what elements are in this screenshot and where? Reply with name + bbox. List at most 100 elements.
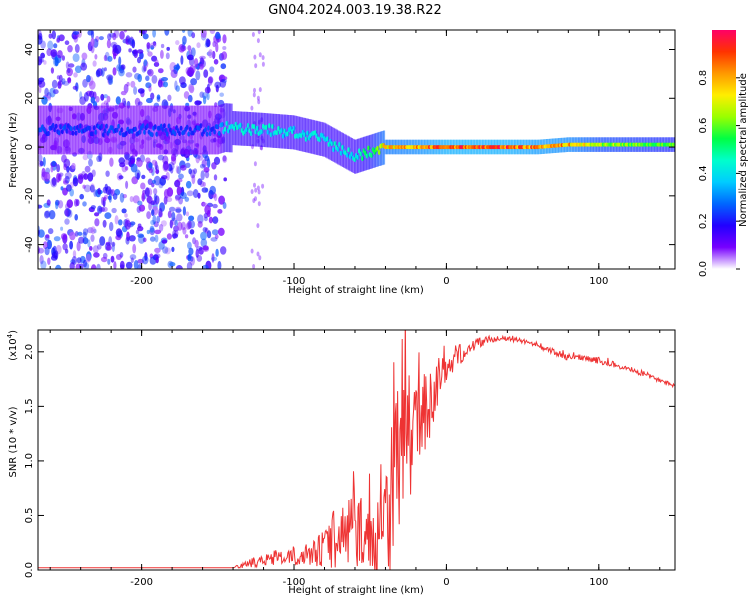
spectrogram-noise-cell (132, 243, 137, 254)
spectrogram-noise-cell (110, 41, 118, 49)
spectrogram-noise-cell (133, 49, 138, 59)
spectrogram-noise-cell (163, 160, 169, 171)
spectrogram-noise-cell (119, 30, 125, 40)
snr-x-axis-label: Height of straight line (km) (288, 585, 424, 596)
spectrogram-noise-cell (57, 50, 63, 59)
spectrogram-ridge-halo (190, 105, 194, 155)
spectrogram-noise-cell (64, 172, 72, 180)
spectrogram-noise-cell (106, 95, 111, 103)
spectrogram-noise-cell (187, 254, 192, 259)
spectrogram-noise-cell (220, 246, 227, 255)
spectrogram-ridge-halo (64, 105, 67, 155)
spectrogram-noise-cell (174, 80, 178, 91)
spectrogram-noise-cell (258, 52, 262, 58)
spectrogram-noise-cell (202, 95, 207, 105)
spectrogram-noise-cell (57, 200, 64, 209)
spectrogram-noise-cell (107, 55, 113, 62)
spectrogram-noise-cell (154, 234, 159, 243)
spectrogram-noise-cell (75, 199, 80, 207)
spectrogram-noise-cell (158, 68, 164, 74)
spectrogram-ridge-halo (178, 105, 181, 155)
spectrogram-noise-cell (138, 234, 145, 244)
spectrogram-noise-cell (211, 162, 217, 170)
spectrogram-noise-cell (219, 92, 224, 97)
spectrogram-ridge-halo (320, 121, 323, 156)
spectrogram-noise-cell (123, 83, 129, 94)
spectrogram-noise-cell (205, 38, 210, 47)
spectrogram-noise-cell (185, 180, 192, 189)
spectrogram-ridge-halo (166, 105, 169, 155)
spectrogram-noise-cell (43, 60, 47, 65)
spectrogram-ridge-halo (200, 105, 203, 155)
spectrogram-noise-cell (253, 161, 257, 167)
spectrogram-noise-cell (67, 209, 73, 218)
spectrogram-ridge-halo (79, 105, 82, 155)
spectrogram-ridge-halo (296, 116, 299, 151)
spectrogram-ridge-halo (154, 105, 157, 155)
spectrogram-noise-cell (175, 208, 182, 213)
spectrogram-noise-cell (64, 40, 70, 45)
spectrogram-noise-cell (209, 66, 215, 73)
spectrogram-noise-cell (154, 229, 162, 235)
spectrogram-noise-cell (141, 192, 145, 202)
spectrogram-noise-cell (103, 94, 108, 99)
spectrogram-noise-cell (93, 252, 100, 258)
spectrogram-noise-cell (72, 31, 80, 35)
spectrogram-noise-cell (61, 78, 66, 85)
spectrogram-ridge-halo (247, 111, 250, 146)
snr-plot-area (38, 330, 675, 570)
spectrogram-noise-cell (91, 264, 97, 269)
spectrogram-noise-cell (116, 64, 121, 72)
y-tick-label: 1.5 (24, 398, 35, 414)
spectrogram-noise-cell (38, 32, 43, 41)
spectrogram-noise-cell (150, 45, 155, 50)
spectrogram-noise-cell (100, 93, 105, 101)
spectrogram-noise-cell (125, 261, 133, 269)
spectrogram-noise-cell (92, 60, 97, 67)
spectrogram-noise-cell (88, 158, 93, 167)
spectrogram-noise-cell (52, 89, 59, 95)
spectrogram-noise-cell (256, 223, 260, 229)
spectrogram-noise-cell (133, 86, 138, 95)
colorbar-ticks: 0.0 0.2 0.4 0.6 0.8 (698, 70, 740, 277)
spectrogram-noise-cell (146, 229, 151, 235)
spectrogram-noise-cell (155, 165, 159, 175)
spectrogram-noise-cell (52, 245, 57, 254)
spectrogram-noise-cell (209, 30, 216, 34)
spectrogram-noise-cell (171, 211, 176, 222)
spectrogram-noise-cell (189, 229, 195, 235)
spectrogram-noise-cell (202, 227, 208, 233)
y-tick-label: 1.0 (24, 453, 35, 469)
spectrogram-noise-cell (78, 236, 85, 244)
spectrogram-noise-cell (79, 193, 84, 200)
spectrogram-noise-cell (253, 182, 256, 188)
spectrogram-ridge-halo (314, 120, 317, 155)
spectrogram-noise-cell (252, 92, 256, 98)
spectrogram-ridge-halo (206, 105, 209, 155)
spectrogram-noise-cell (96, 263, 101, 269)
spectrogram-noise-cell (41, 96, 48, 105)
spectrogram-noise-cell (148, 85, 152, 92)
spectrogram-ridge-halo (221, 104, 224, 153)
spectrogram-noise-cell (161, 239, 168, 244)
spectrogram-noise-cell (38, 154, 43, 162)
spectrogram-noise-cell (82, 78, 88, 88)
colorbar-tick-label: 0.8 (698, 70, 709, 86)
spectrogram-noise-cell (191, 174, 196, 185)
spectrogram-noise-cell (103, 54, 108, 62)
spectrogram-noise-cell (38, 80, 46, 88)
spectrogram-noise-cell (111, 241, 116, 247)
spectrogram-noise-cell (195, 70, 201, 81)
spectrogram-noise-cell (84, 165, 91, 173)
spectrogram-ridge-halo (270, 113, 273, 148)
spectrogram-noise-cell (138, 204, 146, 212)
spectrogram-noise-cell (121, 208, 127, 214)
spectrogram-noise-cell (182, 35, 187, 45)
spectrogram-noise-cell (194, 154, 201, 159)
spectrogram-noise-cell (47, 40, 54, 51)
spectrogram-noise-cell (119, 162, 126, 168)
spectrogram-noise-cell (130, 158, 135, 165)
spectrogram-ridge-halo (101, 105, 104, 155)
spectrogram-noise-cell (252, 264, 256, 269)
spectrogram-noise-cell (55, 201, 59, 210)
